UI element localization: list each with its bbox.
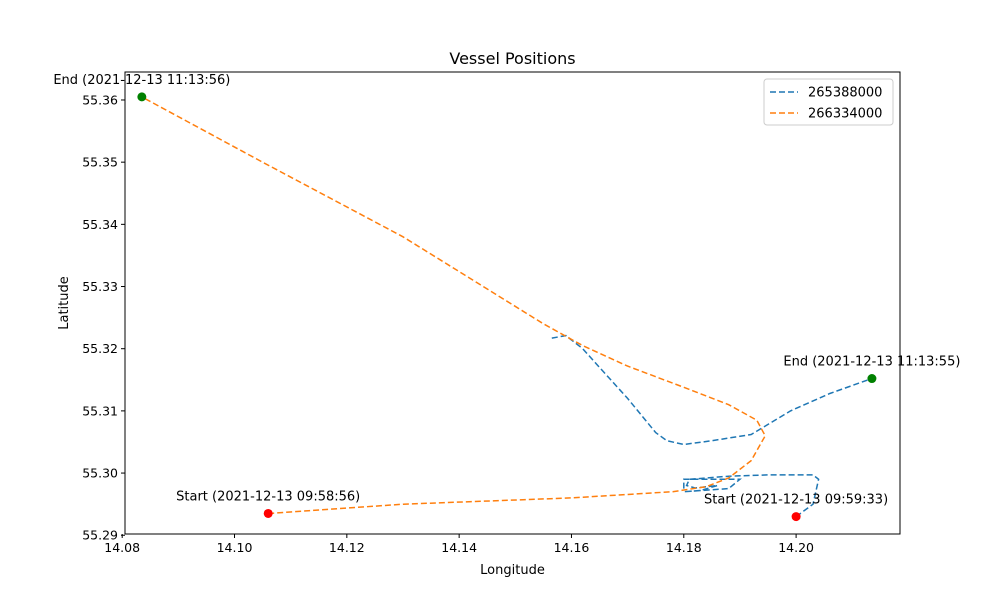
legend-box bbox=[763, 78, 894, 126]
plot-frame bbox=[124, 71, 901, 535]
plot-area bbox=[137, 92, 877, 522]
legend-label-266334000: 266334000 bbox=[808, 107, 882, 122]
x-tick-label: 14.16 bbox=[554, 540, 590, 555]
y-axis: 55.29 55.30 55.31 55.32 55.33 55.34 55.35 55.36 bbox=[82, 92, 125, 543]
y-tick-label: 55.33 bbox=[82, 279, 118, 294]
series-line-265388000 bbox=[683, 474, 820, 518]
end-label-265388000: End (2021-12-13 11:13:55) bbox=[783, 355, 960, 370]
x-tick-label: 14.20 bbox=[778, 540, 814, 555]
end-marker-265388000 bbox=[867, 374, 877, 384]
end-label-266334000: End (2021-12-13 11:13:56) bbox=[53, 73, 230, 88]
y-tick-label: 55.29 bbox=[82, 528, 118, 543]
x-tick-label: 14.08 bbox=[104, 540, 140, 555]
series-line-266334000 bbox=[141, 96, 767, 515]
x-tick-label: 14.10 bbox=[217, 540, 253, 555]
y-tick-label: 55.36 bbox=[82, 92, 118, 107]
chart-title: Vessel Positions bbox=[449, 49, 575, 68]
x-axis-label: Longitude bbox=[480, 563, 545, 578]
y-tick-label: 55.32 bbox=[82, 341, 118, 356]
start-marker-266334000 bbox=[263, 508, 273, 518]
legend-label-265388000: 265388000 bbox=[808, 86, 882, 101]
x-axis: 14.08 14.10 14.12 14.14 14.16 14.18 14.20 bbox=[104, 534, 814, 555]
series-line-265388000-main bbox=[551, 334, 873, 446]
legend: 265388000 266334000 bbox=[763, 78, 894, 126]
y-tick-label: 55.34 bbox=[82, 217, 118, 232]
y-axis-label: Latitude bbox=[57, 276, 72, 330]
end-marker-266334000 bbox=[137, 92, 147, 102]
x-tick-label: 14.14 bbox=[441, 540, 477, 555]
y-tick-label: 55.30 bbox=[82, 466, 118, 481]
x-tick-label: 14.12 bbox=[329, 540, 365, 555]
x-tick-label: 14.18 bbox=[666, 540, 702, 555]
start-label-266334000: Start (2021-12-13 09:58:56) bbox=[176, 489, 360, 504]
y-tick-label: 55.35 bbox=[82, 155, 118, 170]
y-tick-label: 55.31 bbox=[82, 403, 118, 418]
annotations: Start (2021-12-13 09:59:33) End (2021-12-… bbox=[53, 73, 960, 508]
start-marker-265388000 bbox=[791, 512, 801, 522]
start-label-265388000: Start (2021-12-13 09:59:33) bbox=[704, 493, 888, 508]
